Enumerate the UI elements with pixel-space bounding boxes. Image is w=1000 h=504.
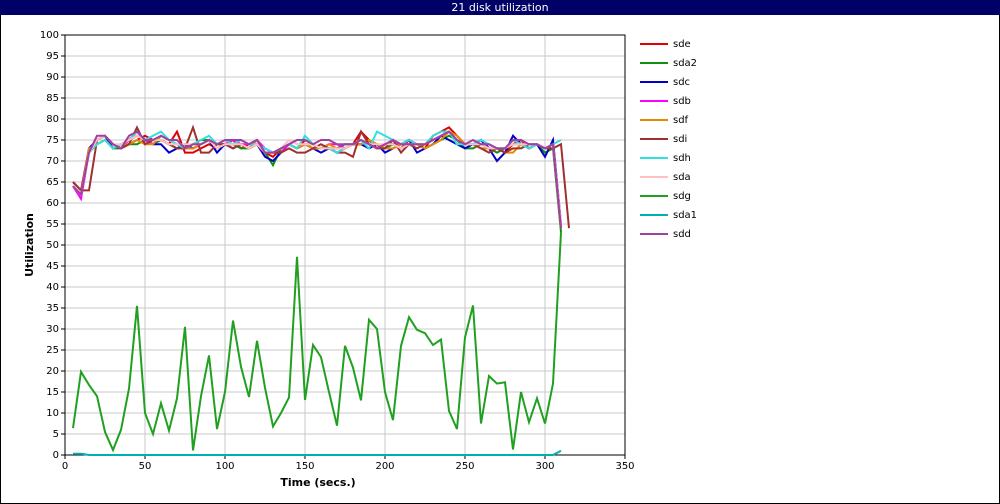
y-tick-label: 30 xyxy=(46,324,59,335)
y-tick-label: 90 xyxy=(46,72,59,83)
y-tick-label: 45 xyxy=(46,261,59,272)
y-tick-label: 40 xyxy=(46,282,59,293)
legend-label: sdb xyxy=(673,96,691,107)
x-tick-label: 100 xyxy=(215,461,234,472)
y-tick-label: 0 xyxy=(53,450,59,461)
y-tick-label: 55 xyxy=(46,219,59,230)
series-line xyxy=(73,449,562,456)
x-axis-title: Time (secs.) xyxy=(280,476,355,489)
legend-label: sda1 xyxy=(673,210,697,221)
y-tick-label: 80 xyxy=(46,114,59,125)
legend-label: sdg xyxy=(673,191,691,202)
legend-label: sdh xyxy=(673,153,691,164)
y-tick-label: 70 xyxy=(46,156,59,167)
y-tick-label: 20 xyxy=(46,366,59,377)
y-tick-label: 50 xyxy=(46,240,59,251)
x-tick-label: 50 xyxy=(139,461,152,472)
legend-label: sdd xyxy=(673,229,691,240)
y-tick-label: 75 xyxy=(46,135,59,146)
y-tick-label: 15 xyxy=(46,387,59,398)
x-tick-label: 300 xyxy=(535,461,554,472)
y-tick-label: 95 xyxy=(46,51,59,62)
legend-label: sdf xyxy=(673,115,689,126)
y-tick-label: 100 xyxy=(40,30,59,41)
y-tick-label: 65 xyxy=(46,177,59,188)
series-line xyxy=(72,130,562,229)
y-tick-label: 85 xyxy=(46,93,59,104)
y-axis-title: Utilization xyxy=(23,213,36,277)
x-tick-label: 200 xyxy=(375,461,394,472)
chart-title: 21 disk utilization xyxy=(451,1,548,14)
x-tick-label: 150 xyxy=(295,461,314,472)
y-tick-label: 35 xyxy=(46,303,59,314)
y-tick-label: 25 xyxy=(46,345,59,356)
y-tick-label: 60 xyxy=(46,198,59,209)
legend-label: sda2 xyxy=(673,58,697,69)
y-tick-label: 10 xyxy=(46,408,59,419)
legend-label: sdi xyxy=(673,134,687,145)
legend-label: sdc xyxy=(673,77,690,88)
legend-label: sde xyxy=(673,39,691,50)
title-bar xyxy=(0,0,1000,15)
series-line xyxy=(72,232,562,453)
y-tick-label: 5 xyxy=(53,429,59,440)
x-tick-label: 350 xyxy=(615,461,634,472)
x-tick-label: 250 xyxy=(455,461,474,472)
legend-label: sda xyxy=(673,172,691,183)
x-tick-label: 0 xyxy=(62,461,68,472)
